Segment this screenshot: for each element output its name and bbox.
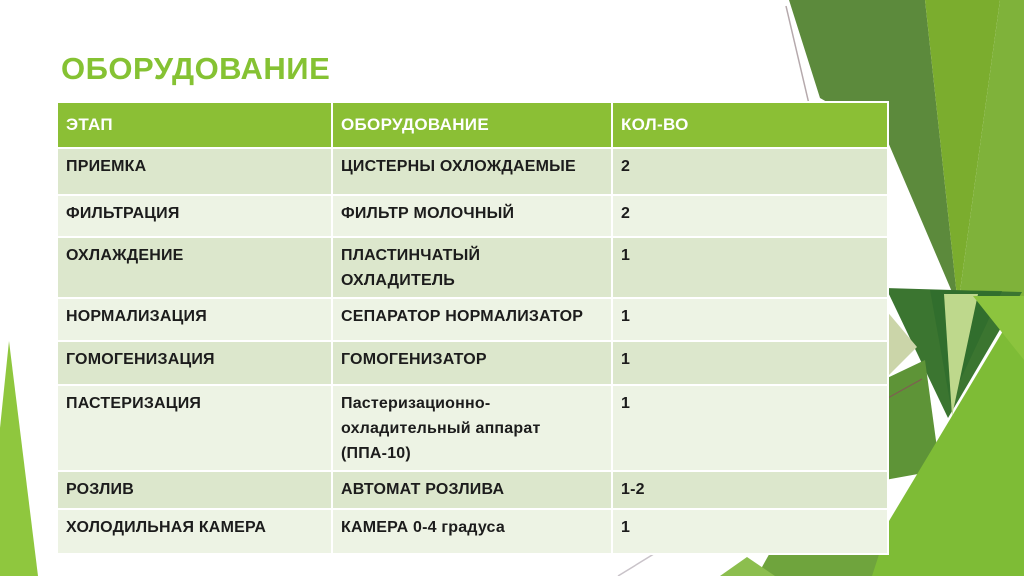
cell-stage: ГОМОГЕНИЗАЦИЯ [56,340,333,386]
facet-bottom-light-triangle [720,557,775,576]
cell-quantity: 1 [611,236,889,299]
facet-sage-triangle [885,309,917,379]
cell-equipment: ГОМОГЕНИЗАТОР [331,340,613,386]
facet-bright-lime-corner [856,296,1024,576]
table-row: ХОЛОДИЛЬНАЯ КАМЕРА КАМЕРА 0-4 градуса 1 [56,508,889,555]
cell-quantity: 2 [611,147,889,196]
cell-stage: ХОЛОДИЛЬНАЯ КАМЕРА [56,508,333,555]
table-row: ГОМОГЕНИЗАЦИЯ ГОМОГЕНИЗАТОР 1 [56,340,889,386]
cell-stage: ПАСТЕРИЗАЦИЯ [56,384,333,472]
table-row: ФИЛЬТРАЦИЯ ФИЛЬТР МОЛОЧНЫЙ 2 [56,194,889,238]
cell-equipment: ФИЛЬТР МОЛОЧНЫЙ [331,194,613,238]
cell-stage: ФИЛЬТРАЦИЯ [56,194,333,238]
cell-quantity: 1-2 [611,470,889,510]
cell-quantity: 1 [611,384,889,472]
cell-equipment: ЦИСТЕРНЫ ОХЛОЖДАЕМЫЕ [331,147,613,196]
table-row: ПАСТЕРИЗАЦИЯ Пастеризационно- охладитель… [56,384,889,472]
column-header-stage: ЭТАП [56,101,333,149]
facet-lime-highlight-triangle [973,296,1024,360]
cell-stage: ПРИЕМКА [56,147,333,196]
cell-stage: ОХЛАЖДЕНИЕ [56,236,333,299]
table-row: ПРИЕМКА ЦИСТЕРНЫ ОХЛОЖДАЕМЫЕ 2 [56,147,889,196]
cell-stage: РОЗЛИВ [56,470,333,510]
table-row: РОЗЛИВ АВТОМАТ РОЗЛИВА 1-2 [56,470,889,510]
cell-quantity: 1 [611,508,889,555]
slide-title: ОБОРУДОВАНИЕ [61,51,331,86]
facet-mid-green-triangle [885,360,940,480]
facet-left-wedge [0,341,38,576]
cell-equipment: АВТОМАТ РОЗЛИВА [331,470,613,510]
equipment-table: ЭТАП ОБОРУДОВАНИЕ КОЛ-ВО ПРИЕМКА ЦИСТЕРН… [56,101,889,555]
facet-chartreuse-triangle [944,294,978,416]
cell-equipment: СЕПАРАТОР НОРМАЛИЗАТОР [331,297,613,342]
facet-lime-band [925,0,1000,306]
table-header-row: ЭТАП ОБОРУДОВАНИЕ КОЛ-ВО [56,101,889,149]
cell-equipment: Пастеризационно- охладительный аппарат (… [331,384,613,472]
cell-quantity: 1 [611,297,889,342]
facet-right-column [958,0,1024,320]
column-header-equipment: ОБОРУДОВАНИЕ [331,101,613,149]
cell-equipment: ПЛАСТИНЧАТЫЙ ОХЛАДИТЕЛЬ [331,236,613,299]
facet-thin-gray-line-top [785,5,810,105]
facet-dark-olive-wedge [789,0,958,306]
column-header-quantity: КОЛ-ВО [611,101,889,149]
facet-thin-brown-line [885,378,923,400]
table-row: ОХЛАЖДЕНИЕ ПЛАСТИНЧАТЫЙ ОХЛАДИТЕЛЬ 1 [56,236,889,299]
cell-stage: НОРМАЛИЗАЦИЯ [56,297,333,342]
cell-quantity: 2 [611,194,889,238]
cell-quantity: 1 [611,340,889,386]
cell-equipment: КАМЕРА 0-4 градуса [331,508,613,555]
table-row: НОРМАЛИЗАЦИЯ СЕПАРАТОР НОРМАЛИЗАТОР 1 [56,297,889,342]
